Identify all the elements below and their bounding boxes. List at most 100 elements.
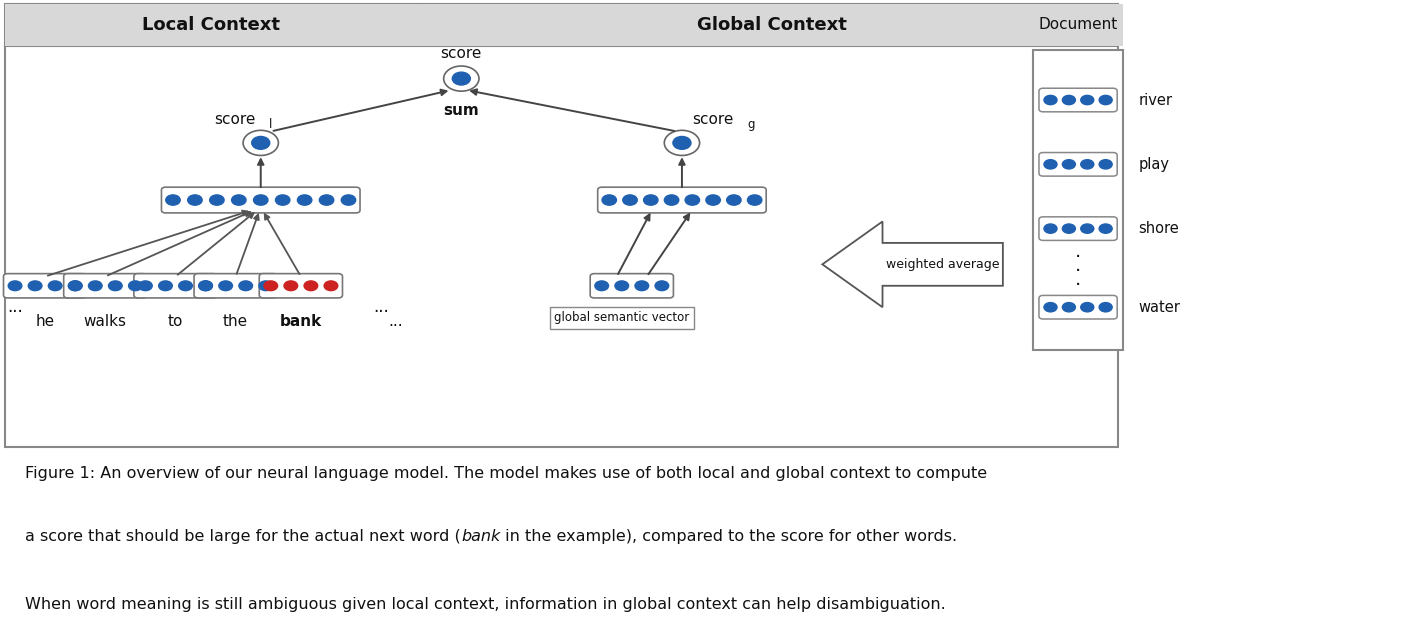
FancyBboxPatch shape (1039, 295, 1118, 319)
Text: ·: · (1075, 262, 1081, 281)
Circle shape (275, 195, 289, 205)
Polygon shape (823, 221, 1002, 307)
Circle shape (1063, 303, 1075, 312)
Text: water: water (1139, 300, 1181, 314)
Text: ·: · (1075, 248, 1081, 267)
Text: the: the (223, 314, 249, 329)
Text: score: score (215, 112, 256, 127)
Circle shape (305, 281, 317, 291)
Circle shape (8, 281, 22, 291)
Circle shape (69, 281, 81, 291)
Text: bank: bank (279, 314, 322, 329)
Circle shape (595, 281, 608, 291)
Text: score: score (441, 46, 482, 60)
Circle shape (1045, 159, 1057, 169)
FancyBboxPatch shape (1039, 152, 1118, 176)
Circle shape (319, 195, 334, 205)
Text: play: play (1139, 157, 1170, 172)
Circle shape (254, 195, 268, 205)
FancyBboxPatch shape (161, 187, 359, 213)
Circle shape (298, 195, 312, 205)
Circle shape (341, 195, 355, 205)
Circle shape (747, 195, 762, 205)
Circle shape (108, 281, 122, 291)
Circle shape (258, 281, 272, 291)
Ellipse shape (444, 66, 479, 91)
Circle shape (251, 136, 270, 149)
Text: bank: bank (461, 529, 500, 543)
Text: weighted average: weighted average (886, 258, 1000, 271)
Circle shape (69, 281, 81, 291)
Circle shape (1099, 303, 1112, 312)
Circle shape (1063, 95, 1075, 105)
Text: shore: shore (1139, 221, 1179, 236)
FancyBboxPatch shape (133, 274, 218, 298)
Circle shape (1081, 224, 1094, 233)
Circle shape (28, 281, 42, 291)
Circle shape (643, 195, 658, 205)
Circle shape (656, 281, 668, 291)
Ellipse shape (664, 131, 699, 156)
Text: Local Context: Local Context (142, 16, 279, 34)
Circle shape (284, 281, 298, 291)
Text: river: river (1139, 93, 1172, 107)
Circle shape (1045, 303, 1057, 312)
Text: ...: ... (373, 298, 389, 316)
FancyBboxPatch shape (63, 274, 147, 298)
Circle shape (1081, 95, 1094, 105)
Circle shape (1063, 159, 1075, 169)
Bar (6, 4, 1118, 446)
Circle shape (1099, 95, 1112, 105)
Circle shape (199, 281, 212, 291)
Bar (1033, 50, 1123, 350)
Text: ...: ... (7, 298, 22, 316)
Circle shape (664, 195, 678, 205)
Text: ·: · (1075, 276, 1081, 295)
Circle shape (452, 72, 470, 85)
Text: ...: ... (389, 314, 403, 329)
Circle shape (166, 195, 180, 205)
Circle shape (673, 136, 691, 149)
Circle shape (232, 195, 246, 205)
FancyBboxPatch shape (1039, 217, 1118, 240)
Circle shape (219, 281, 233, 291)
Circle shape (178, 281, 192, 291)
Circle shape (1099, 224, 1112, 233)
FancyBboxPatch shape (1039, 88, 1118, 112)
Circle shape (239, 281, 253, 291)
Circle shape (1081, 159, 1094, 169)
Text: g: g (747, 118, 754, 131)
Circle shape (685, 195, 699, 205)
Text: When word meaning is still ambiguous given local context, information in global : When word meaning is still ambiguous giv… (25, 597, 946, 612)
Circle shape (139, 281, 152, 291)
Text: global semantic vector: global semantic vector (555, 311, 689, 325)
Text: sum: sum (444, 104, 479, 118)
Circle shape (188, 195, 202, 205)
Text: to: to (168, 314, 183, 329)
Circle shape (209, 195, 225, 205)
Circle shape (602, 195, 616, 205)
Circle shape (1063, 224, 1075, 233)
Circle shape (1045, 224, 1057, 233)
Circle shape (727, 195, 741, 205)
Text: Document: Document (1039, 17, 1118, 32)
Text: a score that should be large for the actual next word (: a score that should be large for the act… (25, 529, 461, 543)
Circle shape (635, 281, 649, 291)
FancyBboxPatch shape (260, 274, 343, 298)
Text: Figure 1: An overview of our neural language model. The model makes use of both : Figure 1: An overview of our neural lang… (25, 466, 987, 480)
Circle shape (615, 281, 629, 291)
Circle shape (1081, 303, 1094, 312)
Circle shape (706, 195, 720, 205)
Circle shape (159, 281, 173, 291)
Bar (6, 4, 421, 46)
Text: l: l (268, 118, 272, 131)
Text: he: he (35, 314, 55, 329)
Circle shape (1099, 159, 1112, 169)
Circle shape (324, 281, 338, 291)
Circle shape (623, 195, 637, 205)
FancyBboxPatch shape (598, 187, 767, 213)
Circle shape (88, 281, 102, 291)
Circle shape (1045, 95, 1057, 105)
Ellipse shape (243, 131, 278, 156)
Text: Global Context: Global Context (698, 16, 847, 34)
